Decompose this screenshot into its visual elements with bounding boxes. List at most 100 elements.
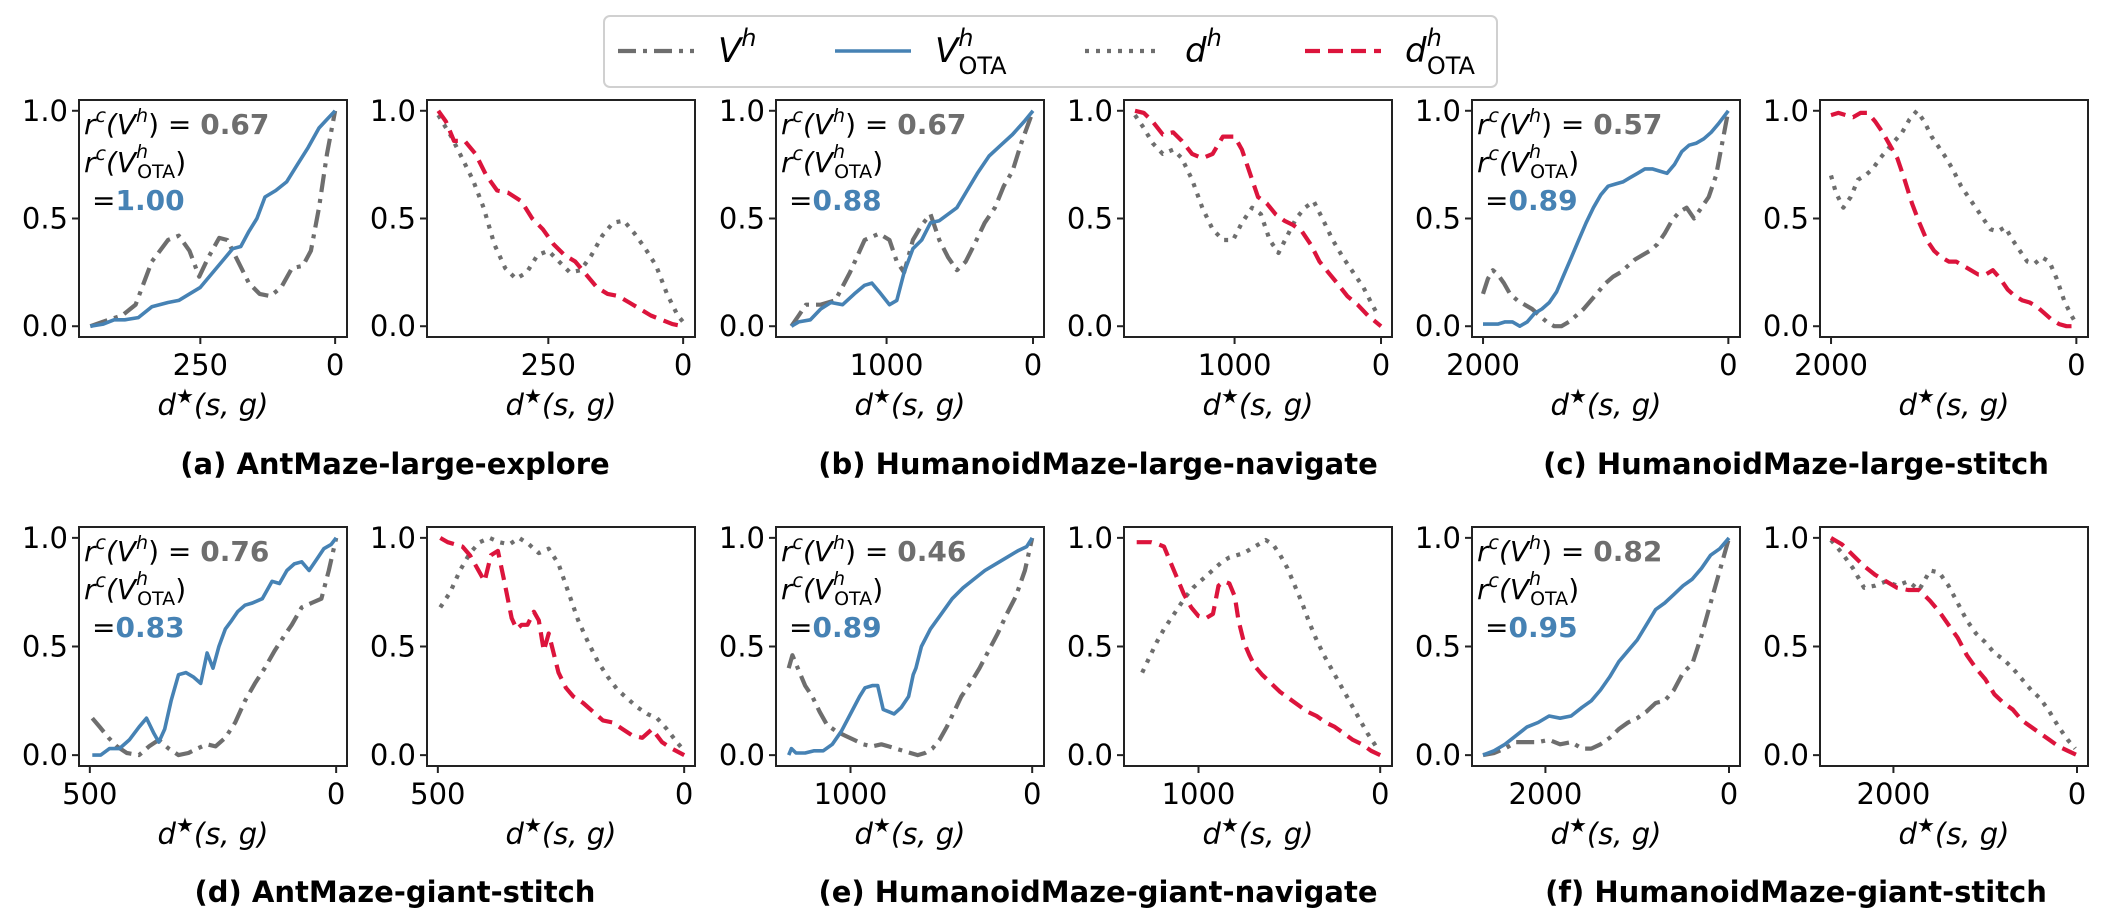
y-tick-label: 1.0: [22, 521, 68, 555]
series-line-v-h-ota: [1483, 109, 1730, 329]
legend-label-vota: Vh OTA: [935, 24, 1007, 80]
series-line-d-h: [1828, 108, 2077, 323]
rc-vota-value-line: =0.89: [1485, 184, 1578, 217]
caption-a: (a) AntMaze-large-explore: [180, 447, 609, 481]
x-tick-label: 0: [1024, 348, 1042, 382]
y-tick-label: 1.0: [370, 521, 416, 555]
x-axis-label: d★(s, g): [1899, 813, 2010, 851]
x-axis-label: d★(s, g): [506, 813, 617, 851]
caption-b: (b) HumanoidMaze-large-navigate: [818, 447, 1378, 481]
x-axis-label: d★(s, g): [158, 813, 269, 851]
x-axis-label: d★(s, g): [855, 384, 966, 422]
rc-v-value: 0.67: [200, 108, 269, 141]
legend-entry-vota: Vh OTA: [835, 24, 1007, 80]
x-tick-label: 0: [1371, 777, 1389, 811]
legend-frame: [603, 15, 1498, 88]
series-line-v-h: [1481, 110, 1731, 329]
axes-frame: [1819, 526, 2089, 767]
rc-vota-value-line: =0.89: [789, 611, 882, 644]
x-tick-label: 0: [675, 777, 693, 811]
x-tick-label: 2000: [1857, 777, 1931, 811]
series-group: [789, 109, 1035, 328]
axes-frame: [1123, 526, 1393, 767]
series-line-v-h: [90, 537, 339, 758]
caption-c: (c) HumanoidMaze-large-stitch: [1543, 447, 2049, 481]
series-group: [1482, 536, 1732, 758]
caption-e: (e) HumanoidMaze-giant-navigate: [819, 875, 1378, 909]
series-line-v-h-ota: [90, 109, 337, 328]
series-line-v-h-ota: [787, 536, 1034, 756]
subplot-c-value: 0.0 0.5 1.0 2000 0 d★(s, g) rc(Vh) = 0.57rc(Vh…: [1415, 94, 1741, 422]
y-tick-label: 0.5: [1067, 202, 1113, 236]
subplot-c-distance: 0.0 0.5 1.0 2000 0 d★(s, g): [1763, 94, 2089, 422]
series-line-d-h-ota: [1134, 108, 1383, 328]
series-line-v-h: [89, 110, 338, 329]
series-group: [1481, 109, 1731, 329]
x-tick-label: 2000: [1446, 348, 1520, 382]
rc-v-value: 0.57: [1593, 108, 1662, 141]
x-axis-label: d★(s, g): [855, 813, 966, 851]
y-tick-label: 1.0: [1067, 94, 1113, 128]
y-tick-label: 1.0: [1763, 521, 1809, 555]
y-tick-label: 0.5: [22, 630, 68, 664]
series-line-d-h: [436, 114, 685, 324]
legend: Vh Vh OTA dh dh OTA: [603, 15, 1498, 88]
x-tick-label: 1000: [814, 777, 888, 811]
rc-vota-label: rc(Vh OTA): [781, 568, 883, 610]
y-tick-label: 0.0: [22, 738, 68, 772]
series-group: [786, 536, 1035, 758]
series-line-v-h: [786, 537, 1035, 758]
axes-frame: [426, 526, 696, 767]
rc-vota-value: 1.00: [115, 184, 184, 217]
rc-v-value: 0.46: [897, 535, 966, 568]
rc-vota-label: rc(Vh OTA): [1477, 568, 1579, 610]
rc-vota-label: rc(Vh OTA): [84, 568, 186, 610]
y-tick-label: 0.5: [1067, 630, 1113, 664]
x-tick-label: 0: [1372, 348, 1390, 382]
subplot-b-distance: 0.0 0.5 1.0 1000 0 d★(s, g): [1067, 94, 1393, 422]
y-tick-label: 1.0: [1415, 94, 1461, 128]
rc-v-label: rc(Vh) = 0.82: [1477, 532, 1662, 568]
x-axis-label: d★(s, g): [1899, 384, 2010, 422]
series-line-d-h-ota: [1829, 536, 2078, 758]
series-line-d-h: [1829, 538, 2077, 750]
x-tick-label: 500: [62, 777, 117, 811]
x-tick-label: 0: [326, 348, 344, 382]
subplot-e-value: 0.0 0.5 1.0 1000 0 d★(s, g) rc(Vh) = 0.46rc(Vh…: [719, 521, 1045, 851]
subplot-e-distance: 0.0 0.5 1.0 1000 0 d★(s, g): [1067, 521, 1393, 851]
series-group: [438, 535, 686, 757]
y-tick-label: 0.0: [1763, 309, 1809, 343]
x-tick-label: 0: [1023, 777, 1041, 811]
rc-vota-value-line: =0.95: [1485, 611, 1578, 644]
rc-vota-value: 0.89: [1508, 184, 1577, 217]
y-tick-label: 1.0: [1415, 521, 1461, 555]
y-tick-label: 0.0: [1067, 309, 1113, 343]
rc-vota-label: rc(Vh OTA): [84, 141, 186, 183]
y-tick-label: 1.0: [1763, 94, 1809, 128]
series-line-d-h-ota: [1830, 110, 2077, 329]
x-axis-label: d★(s, g): [1551, 384, 1662, 422]
y-tick-label: 0.0: [1415, 309, 1461, 343]
y-tick-label: 0.0: [370, 738, 416, 772]
rc-vota-value: 0.95: [1508, 611, 1577, 644]
series-group: [90, 536, 339, 758]
legend-label-d: dh: [1185, 24, 1222, 71]
series-group: [436, 109, 685, 329]
series-group: [1829, 536, 2078, 758]
axes-frame: [1819, 99, 2089, 338]
y-tick-label: 0.5: [1415, 630, 1461, 664]
y-tick-label: 0.0: [1415, 738, 1461, 772]
rc-vota-value: 0.89: [812, 611, 881, 644]
subplot-b-value: 0.0 0.5 1.0 1000 0 d★(s, g) rc(Vh) = 0.67rc(Vh…: [719, 94, 1045, 422]
x-axis-label: d★(s, g): [1203, 813, 1314, 851]
y-tick-label: 0.5: [370, 630, 416, 664]
subplot-f-distance: 0.0 0.5 1.0 2000 0 d★(s, g): [1763, 521, 2089, 851]
x-axis-label: d★(s, g): [1203, 384, 1314, 422]
rc-vota-value: 0.83: [115, 611, 184, 644]
legend-entry-v: Vh: [618, 24, 756, 71]
